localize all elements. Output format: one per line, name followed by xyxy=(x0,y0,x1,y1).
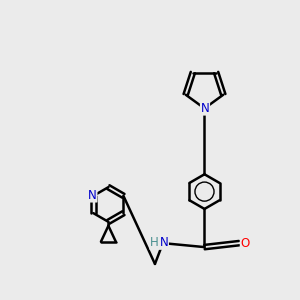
Text: N: N xyxy=(160,236,168,249)
Text: N: N xyxy=(88,189,97,202)
Text: H: H xyxy=(150,236,159,249)
Text: O: O xyxy=(241,237,250,250)
Text: N: N xyxy=(201,102,209,115)
